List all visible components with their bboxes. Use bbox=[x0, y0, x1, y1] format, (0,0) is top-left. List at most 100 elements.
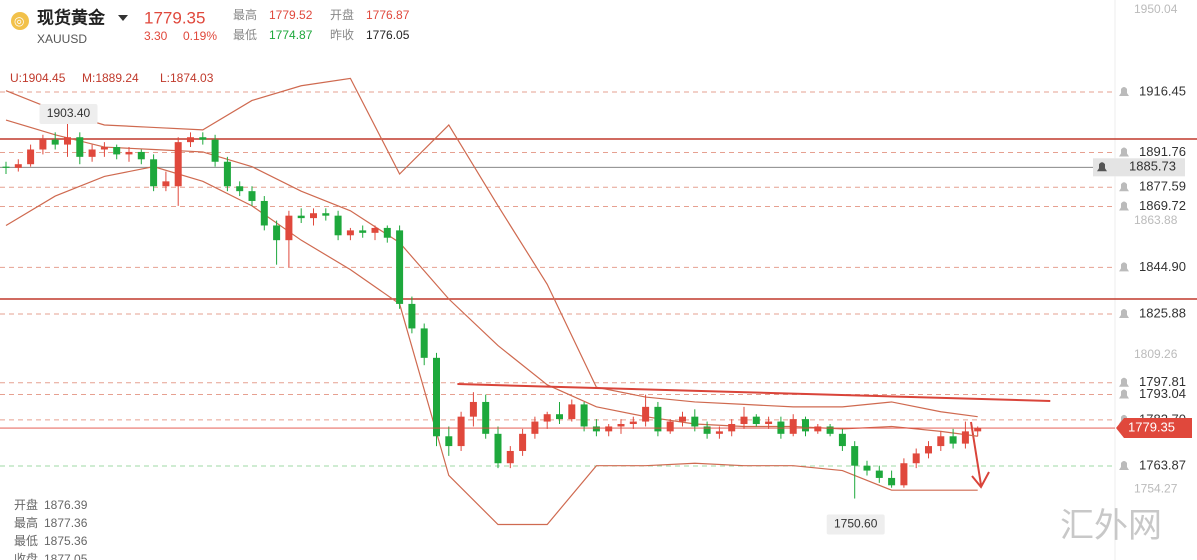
instrument-name[interactable]: 现货黄金 bbox=[37, 7, 106, 27]
candle-body bbox=[642, 406, 650, 422]
candle-body bbox=[162, 181, 170, 187]
annotation-label: 1750.60 bbox=[834, 517, 878, 531]
alert-label: 1916.45 bbox=[1139, 83, 1186, 98]
candle-body bbox=[826, 426, 834, 434]
candle-body bbox=[888, 477, 896, 486]
candle-body bbox=[740, 416, 748, 425]
marked-box bbox=[1093, 158, 1185, 177]
change-pct: 0.19% bbox=[183, 29, 217, 43]
candle-body bbox=[211, 139, 219, 162]
candle-body bbox=[285, 215, 293, 241]
indicator-value: U:1904.45 bbox=[10, 71, 66, 85]
candle-body bbox=[592, 426, 600, 432]
stat-value: 1774.87 bbox=[269, 28, 313, 42]
candle-body bbox=[199, 137, 207, 140]
candle-body bbox=[765, 421, 773, 425]
last-price-label: 1779.35 bbox=[1128, 419, 1175, 434]
candle-body bbox=[838, 433, 846, 447]
stat-value: 1776.05 bbox=[366, 28, 410, 42]
gold-icon bbox=[11, 12, 29, 30]
candle-body bbox=[248, 191, 256, 201]
panel-value: 1875.36 bbox=[44, 534, 88, 548]
candle-body bbox=[223, 161, 231, 187]
candle-body bbox=[457, 416, 465, 447]
candle-body bbox=[875, 470, 883, 478]
candle-body bbox=[937, 436, 945, 447]
y-tick-label: 1950.04 bbox=[1134, 2, 1178, 16]
panel-value: 1877.05 bbox=[44, 552, 88, 560]
bell-icon bbox=[1119, 377, 1129, 387]
candle-body bbox=[506, 450, 514, 464]
candle-body bbox=[420, 328, 428, 358]
alert-label: 1877.59 bbox=[1139, 179, 1186, 194]
candle-body bbox=[482, 401, 490, 434]
candle-body bbox=[187, 137, 194, 143]
candle-body bbox=[433, 357, 440, 437]
candle-body bbox=[580, 404, 588, 427]
candle-body bbox=[568, 404, 576, 420]
stat-label: 最高 bbox=[233, 7, 257, 22]
candle-body bbox=[974, 428, 982, 432]
candle-body bbox=[469, 401, 477, 417]
marked-label: 1885.73 bbox=[1129, 159, 1176, 174]
last-price-box bbox=[1116, 418, 1192, 439]
candle-body bbox=[949, 436, 957, 444]
candle-body bbox=[408, 303, 416, 329]
candle-body bbox=[322, 213, 330, 216]
candle-body bbox=[174, 142, 182, 187]
candle-body bbox=[297, 215, 305, 219]
candle-body bbox=[752, 416, 760, 425]
trendline bbox=[457, 383, 1051, 402]
candle-body bbox=[519, 433, 527, 451]
indicator-value: L:1874.03 bbox=[160, 71, 214, 85]
change: 3.30 bbox=[144, 29, 168, 43]
stat-label: 最低 bbox=[233, 28, 257, 42]
candle-body bbox=[88, 149, 96, 157]
bell-icon bbox=[1119, 461, 1129, 471]
candle-body bbox=[654, 406, 662, 432]
bell-icon bbox=[1097, 162, 1107, 172]
bell-icon bbox=[1119, 147, 1129, 157]
symbol: XAUUSD bbox=[37, 32, 87, 46]
alert-label: 1869.72 bbox=[1139, 198, 1186, 213]
stat-value: 1776.87 bbox=[366, 8, 410, 22]
candle-body bbox=[137, 151, 145, 160]
candle-body bbox=[39, 139, 47, 150]
bell-icon bbox=[1119, 182, 1129, 192]
panel-label: 最高 bbox=[14, 515, 38, 530]
candle-body bbox=[445, 436, 453, 447]
candle-body bbox=[273, 225, 281, 241]
candle-body bbox=[617, 424, 625, 427]
candle-body bbox=[851, 446, 859, 466]
candle-body bbox=[100, 147, 108, 150]
panel-value: 1877.36 bbox=[44, 516, 88, 530]
y-tick-label: 1809.26 bbox=[1134, 347, 1178, 361]
candle-body bbox=[310, 213, 317, 219]
dropdown-arrow[interactable] bbox=[118, 15, 128, 21]
candle-body bbox=[2, 166, 10, 168]
candle-body bbox=[961, 431, 969, 444]
alert-label: 1797.81 bbox=[1139, 374, 1186, 389]
band-upper bbox=[5, 77, 978, 418]
band-lower bbox=[5, 166, 978, 526]
panel-label: 最低 bbox=[14, 534, 38, 548]
candle-body bbox=[359, 230, 367, 233]
stat-label: 开盘 bbox=[330, 7, 354, 22]
watermark: 汇外网 bbox=[1060, 506, 1162, 546]
bell-icon bbox=[1119, 389, 1129, 399]
candle-body bbox=[64, 137, 71, 145]
candle-body bbox=[691, 416, 699, 427]
annotation-box bbox=[826, 514, 885, 535]
candle-body bbox=[715, 431, 723, 434]
arrow bbox=[970, 421, 990, 489]
panel-value: 1876.39 bbox=[44, 498, 88, 512]
y-tick-label: 1863.88 bbox=[1134, 213, 1178, 227]
bell-icon bbox=[1119, 201, 1129, 211]
panel-label: 开盘 bbox=[14, 497, 38, 512]
bell-icon bbox=[1119, 262, 1129, 272]
candle-body bbox=[863, 465, 871, 471]
candle-body bbox=[150, 159, 158, 187]
stat-label: 昨收 bbox=[330, 28, 354, 42]
